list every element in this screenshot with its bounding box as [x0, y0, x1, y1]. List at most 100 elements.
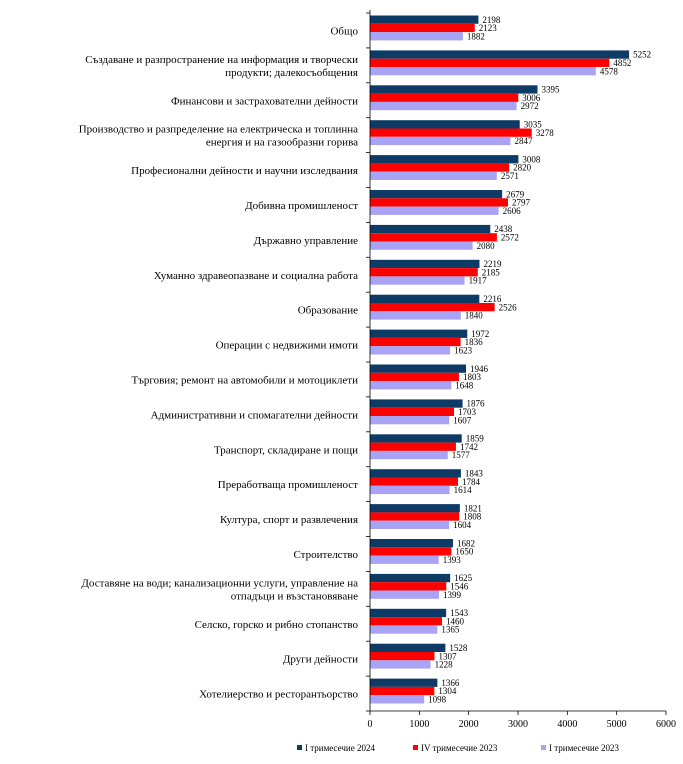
- category-group: Търговия; ремонт на автомобили и мотоцик…: [131, 364, 488, 391]
- value-label: 1703: [458, 407, 477, 417]
- bar: [370, 233, 497, 242]
- value-label: 1917: [469, 276, 488, 286]
- value-label: 1614: [454, 485, 473, 495]
- x-tick-label: 4000: [557, 719, 577, 730]
- category-group: Хуманно здравеопазване и социална работа…: [154, 259, 502, 286]
- bar: [370, 407, 455, 416]
- bar: [370, 32, 463, 41]
- bar: [370, 58, 610, 67]
- bar: [370, 450, 448, 460]
- x-tick-label: 0: [368, 719, 373, 730]
- x-tick-label: 5000: [607, 719, 627, 730]
- category-label: Производство и разпределение на електрич…: [79, 124, 358, 136]
- bar: [370, 477, 459, 486]
- x-tick-label: 3000: [508, 719, 528, 730]
- bar: [370, 573, 451, 583]
- category-label: Държавно управление: [254, 235, 358, 247]
- value-label: 1546: [450, 582, 469, 592]
- value-label: 1607: [453, 415, 472, 425]
- bar: [370, 399, 463, 408]
- bar: [370, 590, 440, 599]
- category-label: отпадъци и възстановяване: [231, 590, 358, 602]
- value-label: 2216: [483, 294, 502, 304]
- bar: [370, 128, 532, 137]
- category-label: Доставяне на води; канализационни услуги…: [81, 577, 358, 589]
- bar: [370, 101, 517, 111]
- category-label: Преработваща промишленост: [218, 479, 358, 491]
- bar: [370, 504, 460, 513]
- bar: [370, 171, 497, 180]
- category-label: Строителство: [293, 549, 358, 561]
- value-label: 1460: [446, 616, 465, 626]
- bar: [370, 678, 438, 687]
- bar: [370, 15, 479, 24]
- value-label: 2571: [501, 171, 519, 181]
- bar: [370, 155, 519, 164]
- value-label: 2526: [499, 302, 517, 312]
- legend-label: I тримесечие 2024: [305, 743, 375, 753]
- value-label: 1859: [466, 434, 485, 444]
- bar: [370, 23, 475, 33]
- value-label: 3006: [522, 93, 541, 103]
- bar: [370, 198, 508, 207]
- bar: [370, 85, 538, 94]
- value-label: 3278: [536, 128, 555, 138]
- value-label: 1843: [465, 469, 484, 479]
- value-label: 1836: [465, 337, 484, 347]
- value-label: 1840: [465, 311, 484, 321]
- category-label: Хуманно здравеопазване и социална работа: [154, 270, 358, 282]
- category-label: Хотелиерство и ресторантьорство: [199, 689, 358, 701]
- bar: [370, 695, 425, 704]
- bar: [370, 163, 510, 172]
- bar: [370, 268, 478, 277]
- bar: [370, 372, 459, 382]
- value-label: 5252: [633, 50, 651, 60]
- bar: [370, 512, 460, 521]
- category-group: Производство и разпределение на електрич…: [79, 120, 554, 149]
- value-label: 2185: [482, 267, 501, 277]
- value-label: 2123: [479, 23, 498, 33]
- value-label: 1098: [428, 695, 447, 705]
- value-label: 2847: [514, 136, 533, 146]
- bar: [370, 364, 467, 373]
- category-label: Култура, спорт и развлечения: [220, 514, 358, 526]
- value-label: 3035: [524, 120, 543, 130]
- category-group: Селско, горско и рибно стопанство 1543146…: [195, 608, 469, 635]
- bar: [370, 190, 503, 199]
- value-label: 1742: [460, 442, 478, 452]
- value-label: 1366: [441, 678, 460, 688]
- category-label: Образование: [298, 305, 358, 317]
- value-label: 1604: [453, 520, 472, 530]
- value-label: 1528: [449, 643, 468, 653]
- bar: [370, 50, 630, 59]
- category-label: Професионални дейности и научни изследва…: [131, 165, 358, 177]
- legend: I тримесечие 2024 IV тримесечие 2023 I три…: [297, 743, 619, 753]
- category-label: Селско, горско и рибно стопанство: [195, 619, 359, 631]
- legend-item: IV тримесечие 2023: [413, 743, 498, 753]
- value-label: 3395: [541, 85, 560, 95]
- value-label: 1304: [438, 686, 457, 696]
- bar: [370, 311, 461, 320]
- value-label: 1682: [457, 538, 475, 548]
- bar: [370, 67, 596, 76]
- value-label: 2820: [513, 163, 532, 173]
- value-label: 1543: [450, 608, 469, 618]
- x-tick-label: 6000: [656, 719, 676, 730]
- value-label: 4852: [613, 58, 631, 68]
- value-label: 2198: [482, 15, 501, 25]
- value-label: 2438: [494, 224, 513, 234]
- legend-label: I тримесечие 2023: [549, 743, 619, 753]
- bar: [370, 547, 452, 556]
- bar: [370, 381, 452, 390]
- value-label: 2679: [506, 189, 525, 199]
